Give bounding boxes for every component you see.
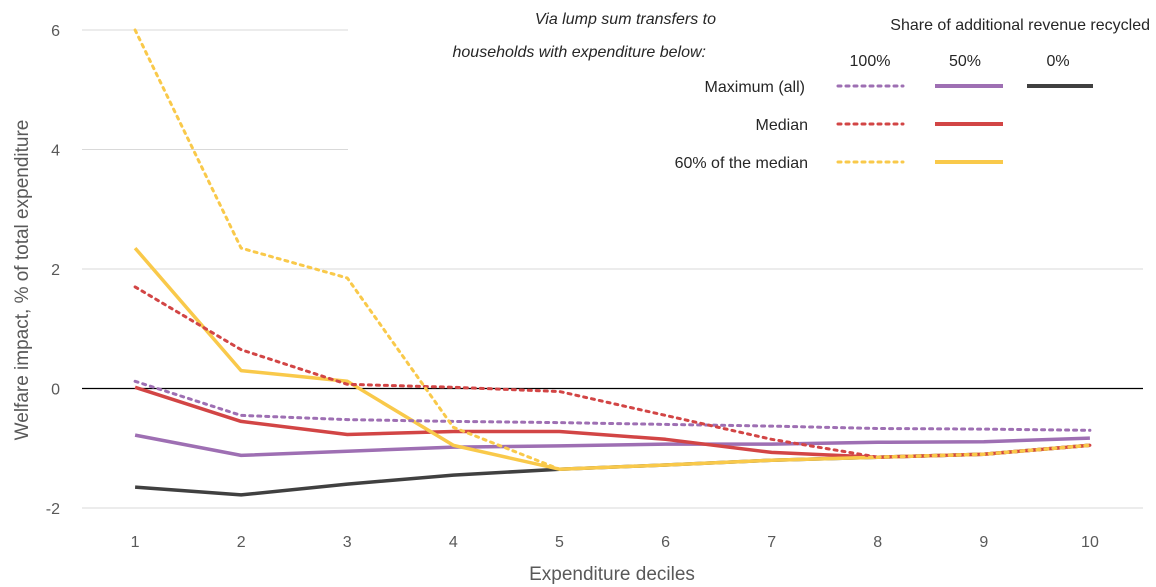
x-tick-label: 7 <box>767 534 776 551</box>
x-tick-label: 5 <box>555 534 564 551</box>
x-tick-label: 2 <box>237 534 246 551</box>
legend-row-sixty: 60% of the median <box>675 155 808 172</box>
series-line-maximum-all--100 <box>133 379 1092 432</box>
x-axis-tick-labels: 1 2 3 4 5 6 7 8 9 10 <box>131 534 1099 551</box>
legend-heading: Share of additional revenue recycled <box>890 17 1150 34</box>
y-axis-tick-labels: -2 0 2 4 6 <box>46 23 60 518</box>
legend-subheading-line2: households with expenditure below: <box>453 44 707 61</box>
x-tick-label: 6 <box>661 534 670 551</box>
legend: Via lump sum transfers to households wit… <box>348 0 1156 184</box>
legend-column-50: 50% <box>949 53 981 70</box>
series-line-60-of-the-median-100 <box>133 28 1092 471</box>
series-line-median-100 <box>133 285 1092 459</box>
legend-row-median: Median <box>756 117 808 134</box>
x-tick-label: 4 <box>449 534 458 551</box>
x-tick-label: 10 <box>1081 534 1099 551</box>
x-tick-label: 1 <box>131 534 140 551</box>
y-tick-label: 6 <box>51 23 60 40</box>
legend-column-100: 100% <box>850 53 891 70</box>
y-tick-label: 2 <box>51 262 60 279</box>
y-tick-label: -2 <box>46 501 60 518</box>
x-axis-title: Expenditure deciles <box>529 564 695 585</box>
x-tick-label: 3 <box>343 534 352 551</box>
legend-background <box>348 0 1156 184</box>
y-axis-title: Welfare impact, % of total expenditure <box>12 120 33 441</box>
legend-swatches <box>836 84 1093 164</box>
legend-row-maximum: Maximum (all) <box>705 79 805 96</box>
legend-subheading-line1: Via lump sum transfers to <box>535 11 716 28</box>
legend-column-0: 0% <box>1046 53 1069 70</box>
x-tick-label: 8 <box>873 534 882 551</box>
series-line-maximum-all--50 <box>134 433 1090 458</box>
y-tick-label: 0 <box>51 382 60 399</box>
series-lines <box>133 28 1092 497</box>
y-tick-label: 4 <box>51 143 60 160</box>
x-tick-label: 9 <box>979 534 988 551</box>
